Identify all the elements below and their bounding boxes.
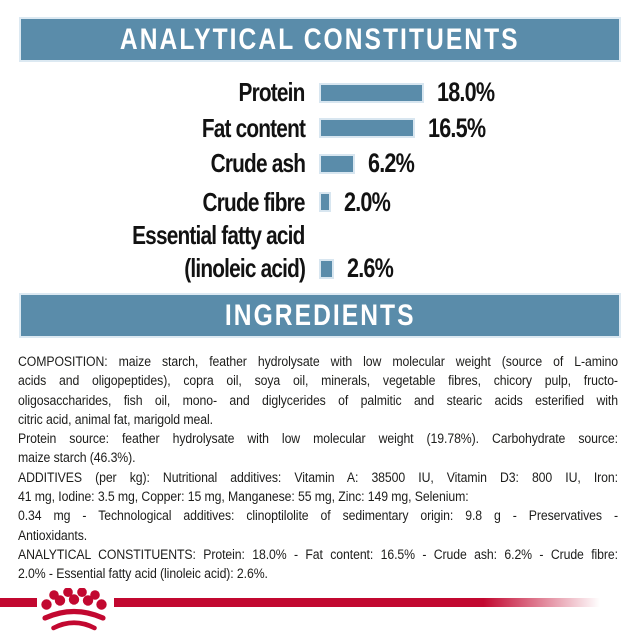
ingredients-text-line: Protein source: feather hydrolysate with… <box>18 431 618 447</box>
chart-row: Protein 18.0% <box>20 75 620 111</box>
red-stripe-left <box>0 598 37 607</box>
chart-category-label-text: Crude ash <box>210 148 305 179</box>
chart-value: 6.2% <box>368 148 426 179</box>
chart-category-label-text: Protein <box>238 77 306 108</box>
chart-category-label: Fat content <box>20 112 306 144</box>
analytical-constituents-header: ANALYTICAL CONSTITUENTS <box>19 17 621 62</box>
chart-category-label: Crude fibre <box>20 186 306 218</box>
chart-value: 2.0% <box>344 187 402 218</box>
chart-category-label: Protein <box>20 77 306 108</box>
ingredients-text-line: ADDITIVES (per kg): Nutritional additive… <box>18 469 618 485</box>
chart-row: (linoleic acid) 2.6% <box>20 250 620 287</box>
chart-bar <box>319 258 334 279</box>
ingredients-text-line: 2.0% - Essential fatty acid (linoleic ac… <box>18 566 268 582</box>
chart-category-label-text: (linoleic acid) <box>184 253 306 283</box>
chart-bar <box>319 82 424 103</box>
chart-category-label: Crude ash <box>20 148 305 179</box>
chart-row-label-line: Essential fatty acid <box>20 220 620 250</box>
chart-value-text: 18.0% <box>437 77 495 108</box>
analytical-constituents-title: ANALYTICAL CONSTITUENTS <box>120 22 520 56</box>
ingredients-text-block: COMPOSITION: maize starch, feather hydro… <box>18 352 618 584</box>
chart-category-label: Essential fatty acid <box>20 219 306 251</box>
ingredients-text-line: citric acid, animal fat, marigold meal. <box>18 411 213 427</box>
chart-category-label-text: Fat content <box>201 112 306 143</box>
chart-value-text: 2.0% <box>344 186 391 217</box>
analytical-constituents-chart: Protein 18.0% Fat content 16.5% Crude ash 6.2… <box>20 75 620 287</box>
royal-canin-crown-logo-icon <box>41 588 107 631</box>
chart-value-text: 6.2% <box>368 148 415 179</box>
chart-row: Fat content 16.5% <box>20 111 620 147</box>
ingredients-text-line: COMPOSITION: maize starch, feather hydro… <box>18 354 618 369</box>
chart-value-text: 16.5% <box>428 112 486 143</box>
ingredients-text-line: ANALYTICAL CONSTITUENTS: Protein: 18.0% … <box>18 546 618 562</box>
chart-value: 16.5% <box>428 113 500 144</box>
ingredients-title: INGREDIENTS <box>224 298 416 332</box>
red-stripe-right <box>114 598 600 607</box>
chart-bar <box>319 192 331 213</box>
chart-category-label-text: Essential fatty acid <box>132 219 306 250</box>
chart-row: Crude fibre 2.0% <box>20 185 620 221</box>
chart-value: 2.6% <box>347 253 405 284</box>
chart-value-text: 2.6% <box>347 253 394 283</box>
chart-category-label: (linoleic acid) <box>20 253 306 284</box>
ingredients-text-line: 41 mg, Iodine: 3.5 mg, Copper: 15 mg, Ma… <box>18 489 469 505</box>
chart-bar <box>319 153 355 174</box>
ingredients-header: INGREDIENTS <box>19 293 621 338</box>
chart-category-label-text: Crude fibre <box>202 186 306 217</box>
chart-row: Crude ash 6.2% <box>20 146 620 182</box>
ingredients-text-line: 0.34 mg - Technological additives: clino… <box>18 508 618 524</box>
chart-bar <box>319 118 415 139</box>
ingredients-text-line: oligosaccharides, fish oil, mono- and di… <box>18 392 618 408</box>
ingredients-text-line: Antioxidants. <box>18 527 88 543</box>
ingredients-text-line: acids and oligopeptides), copra oil, soy… <box>18 373 618 389</box>
chart-value: 18.0% <box>437 77 509 108</box>
ingredients-text-line: maize starch (46.3%). <box>18 450 136 466</box>
